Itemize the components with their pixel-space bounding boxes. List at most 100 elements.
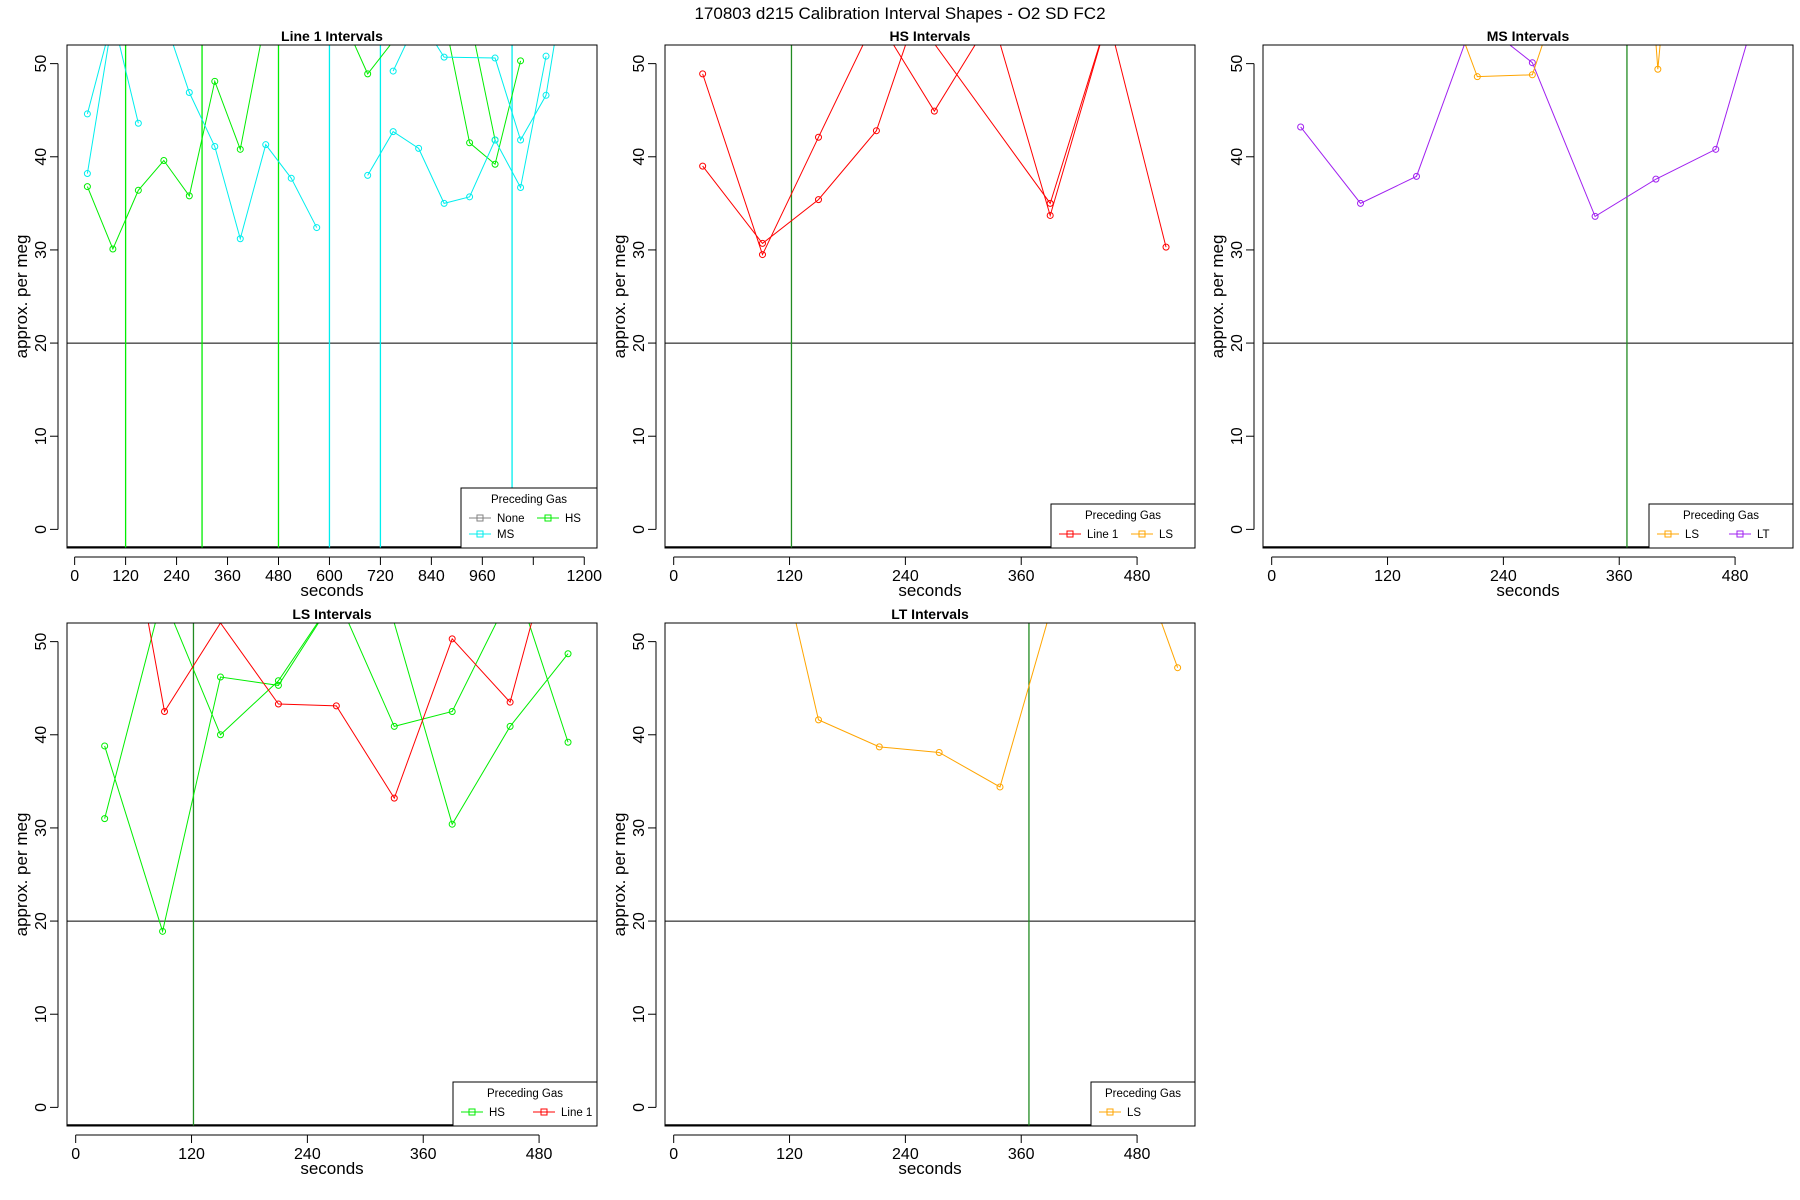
y-tick-label: 50 [33,633,50,651]
x-tick-label: 360 [410,1146,437,1163]
plot-frame [664,44,1196,549]
x-axis-label: seconds [300,1159,363,1178]
legend-entry-label: Line 1 [1087,529,1118,541]
legend-entry-label: LS [1159,529,1173,541]
data-point [101,815,109,823]
x-tick-label: 480 [265,568,292,585]
data-point [872,127,880,135]
plot-content [665,623,1195,1126]
data-point [466,193,474,201]
data-point [759,239,767,247]
legend-box [452,1081,598,1127]
y-tick-label: 30 [631,819,648,837]
y-tick-label: 0 [631,525,648,534]
legend-title: Preceding Gas [487,1088,563,1100]
data-point [364,70,372,78]
legend-title: Preceding Gas [1683,510,1759,522]
panel-4: LS Intervals seconds approx. per meg 0 120 24… [12,606,598,1178]
data-point [134,186,142,194]
legend-key-marker [1066,530,1074,538]
data-point [448,707,456,715]
legend-key-marker [476,530,484,538]
data-point [564,738,572,746]
x-tick-label: 240 [163,568,190,585]
y-tick-label: 40 [631,726,648,744]
legend-key-marker [468,1108,476,1116]
y-tick-label: 0 [1229,525,1246,534]
y-tick-label: 30 [33,819,50,837]
y-tick-label: 0 [33,525,50,534]
data-point [517,57,525,65]
data-point [1046,199,1054,207]
data-point [1357,199,1365,207]
panel-2: HS Intervals seconds approx. per meg 0 120 24… [610,28,1196,600]
x-tick-label: 360 [1606,568,1633,585]
y-tick-label: 20 [631,334,648,352]
data-point [83,110,91,118]
figure-title: 170803 d215 Calibration Interval Shapes … [694,4,1105,23]
x-axis-label: seconds [898,581,961,600]
x-tick-label: 240 [892,1146,919,1163]
data-point [935,748,943,756]
x-tick-label: 360 [1008,1146,1035,1163]
y-tick-label: 10 [33,1005,50,1023]
legend-title: Preceding Gas [1105,1088,1181,1100]
legend: Preceding Gas LS LT [1648,503,1794,549]
series-line-ms [392,45,555,142]
x-axis-label: seconds [300,581,363,600]
legend-entry-label: Line 1 [561,1107,592,1119]
data-point [1654,65,1662,73]
y-axis-label: approx. per meg [12,235,31,359]
data-point [814,716,822,724]
data-point [875,743,883,751]
legend-key-marker [1664,530,1672,538]
x-tick-label: 0 [70,568,79,585]
x-tick-label: 0 [71,1146,80,1163]
series-line-ls [1464,45,1543,78]
data-point [364,171,372,179]
plot-frame [66,622,598,1127]
y-tick-label: 50 [33,55,50,73]
data-point [390,794,398,802]
x-axis-label: seconds [898,1159,961,1178]
data-point [415,144,423,152]
data-point [211,143,219,151]
legend-key-marker [1736,530,1744,538]
y-tick-label: 50 [1229,55,1246,73]
y-tick-label: 10 [1229,427,1246,445]
data-point [83,170,91,178]
data-point [491,160,499,168]
data-point [448,820,456,828]
data-point [440,199,448,207]
data-point [506,698,514,706]
x-tick-label: 240 [892,568,919,585]
data-point [491,54,499,62]
x-tick-label: 120 [112,568,139,585]
series-line-ms [367,56,547,204]
data-point [1528,59,1536,67]
x-tick-label: 240 [294,1146,321,1163]
data-point [1591,212,1599,220]
legend-entry-label: HS [565,513,581,525]
plot-frame [66,44,598,549]
data-point [1528,71,1536,79]
data-point [389,67,397,75]
data-point [389,128,397,136]
series-line-ls [1161,623,1179,668]
x-tick-label: 480 [1124,1146,1151,1163]
data-point [1652,175,1660,183]
y-tick-label: 40 [631,148,648,166]
y-tick-label: 30 [33,241,50,259]
data-point [287,174,295,182]
data-point [1162,243,1170,251]
x-tick-label: 480 [1124,568,1151,585]
legend-entry-label: HS [489,1107,505,1119]
data-point [216,673,224,681]
series-line-ls [795,623,1048,788]
y-tick-label: 30 [1229,241,1246,259]
data-point [161,707,169,715]
x-tick-label: 120 [178,1146,205,1163]
data-point [1712,145,1720,153]
data-point [159,927,167,935]
